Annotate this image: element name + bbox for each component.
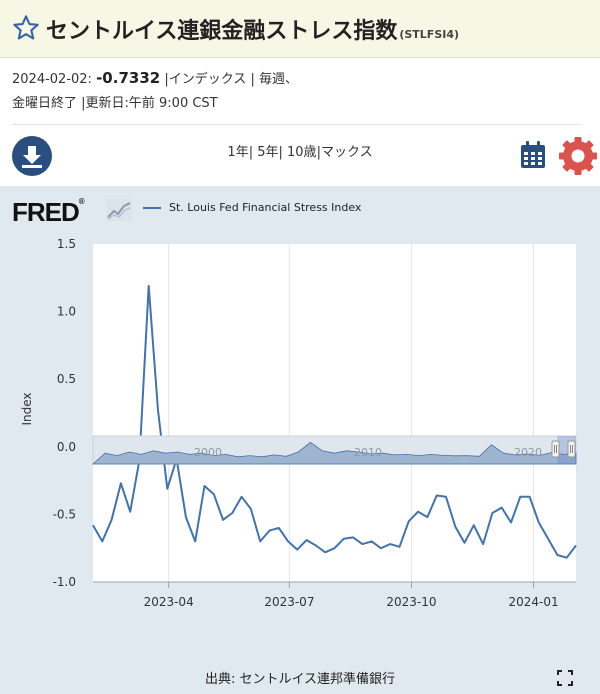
x-tick-label: 2023-10 <box>386 595 436 609</box>
series-meta: 2024-02-02: -0.7332 |インデックス | 毎週、 金曜日終了 … <box>12 66 582 116</box>
navigator-series <box>91 441 577 465</box>
navigator-label: 2010 <box>354 446 382 459</box>
y-tick-label: 1.5 <box>57 237 76 251</box>
gear-icon[interactable] <box>556 134 600 178</box>
navigator-label: 2020 <box>514 446 542 459</box>
divider <box>12 124 582 125</box>
observation-date: 2024-02-02: <box>12 72 92 87</box>
download-button[interactable] <box>12 136 52 176</box>
date-range-selector: 1年| 5年| 10歳|マックス <box>227 145 373 160</box>
line-chart[interactable]: 1.5 1.0 0.5 0.0 -0.5 -1.0 2023-04 2023-07 2023-… <box>0 186 600 626</box>
star-icon[interactable] <box>12 14 40 42</box>
meta-line-1: 2024-02-02: -0.7332 |インデックス | 毎週、 <box>12 66 582 92</box>
meta-units-frequency: |インデックス | 毎週、 <box>160 72 298 87</box>
fullscreen-icon[interactable] <box>557 670 573 686</box>
y-tick-label: 0.5 <box>57 372 76 386</box>
x-tick-label: 2023-07 <box>264 595 314 609</box>
x-tick-label: 2024-01 <box>508 595 558 609</box>
y-axis-label: Index <box>20 392 34 425</box>
y-tick-label: 1.0 <box>57 305 76 319</box>
x-tick-label: 2023-04 <box>144 595 194 609</box>
navigator-handle[interactable] <box>551 440 560 458</box>
observation-value: -0.7332 <box>96 69 161 87</box>
fred-chart-icon <box>106 199 132 221</box>
series-id: (STLFSI4) <box>399 28 460 41</box>
page-header: セントルイス連銀金融ストレス指数 (STLFSI4) <box>0 0 600 58</box>
series-line[interactable] <box>92 284 577 559</box>
plot-area <box>93 244 576 582</box>
range-10y[interactable]: 10歳 <box>287 145 317 160</box>
navigator-label: 2000 <box>194 446 222 459</box>
calendar-icon[interactable] <box>519 140 547 170</box>
range-5y[interactable]: 5年 <box>257 145 279 160</box>
navigator-handle[interactable] <box>567 440 576 458</box>
y-tick-label: -0.5 <box>53 507 76 521</box>
series-title: セントルイス連銀金融ストレス指数 <box>46 19 398 44</box>
fred-logo: FRED® <box>12 197 85 227</box>
range-1y[interactable]: 1年 <box>227 145 249 160</box>
download-icon <box>22 146 42 168</box>
legend-label: St. Louis Fed Financial Stress Index <box>169 201 362 214</box>
range-max[interactable]: マックス <box>320 145 373 160</box>
meta-line-2: 金曜日終了 |更新日:午前 9:00 CST <box>12 96 218 111</box>
legend-swatch <box>143 207 161 209</box>
source-credit: 出典: セントルイス連邦準備銀行 <box>204 672 396 687</box>
y-tick-label: 0.0 <box>57 440 76 454</box>
y-tick-label: -1.0 <box>53 575 76 589</box>
chart-legend[interactable]: St. Louis Fed Financial Stress Index <box>143 201 361 214</box>
page-title: セントルイス連銀金融ストレス指数 (STLFSI4) <box>46 13 459 45</box>
